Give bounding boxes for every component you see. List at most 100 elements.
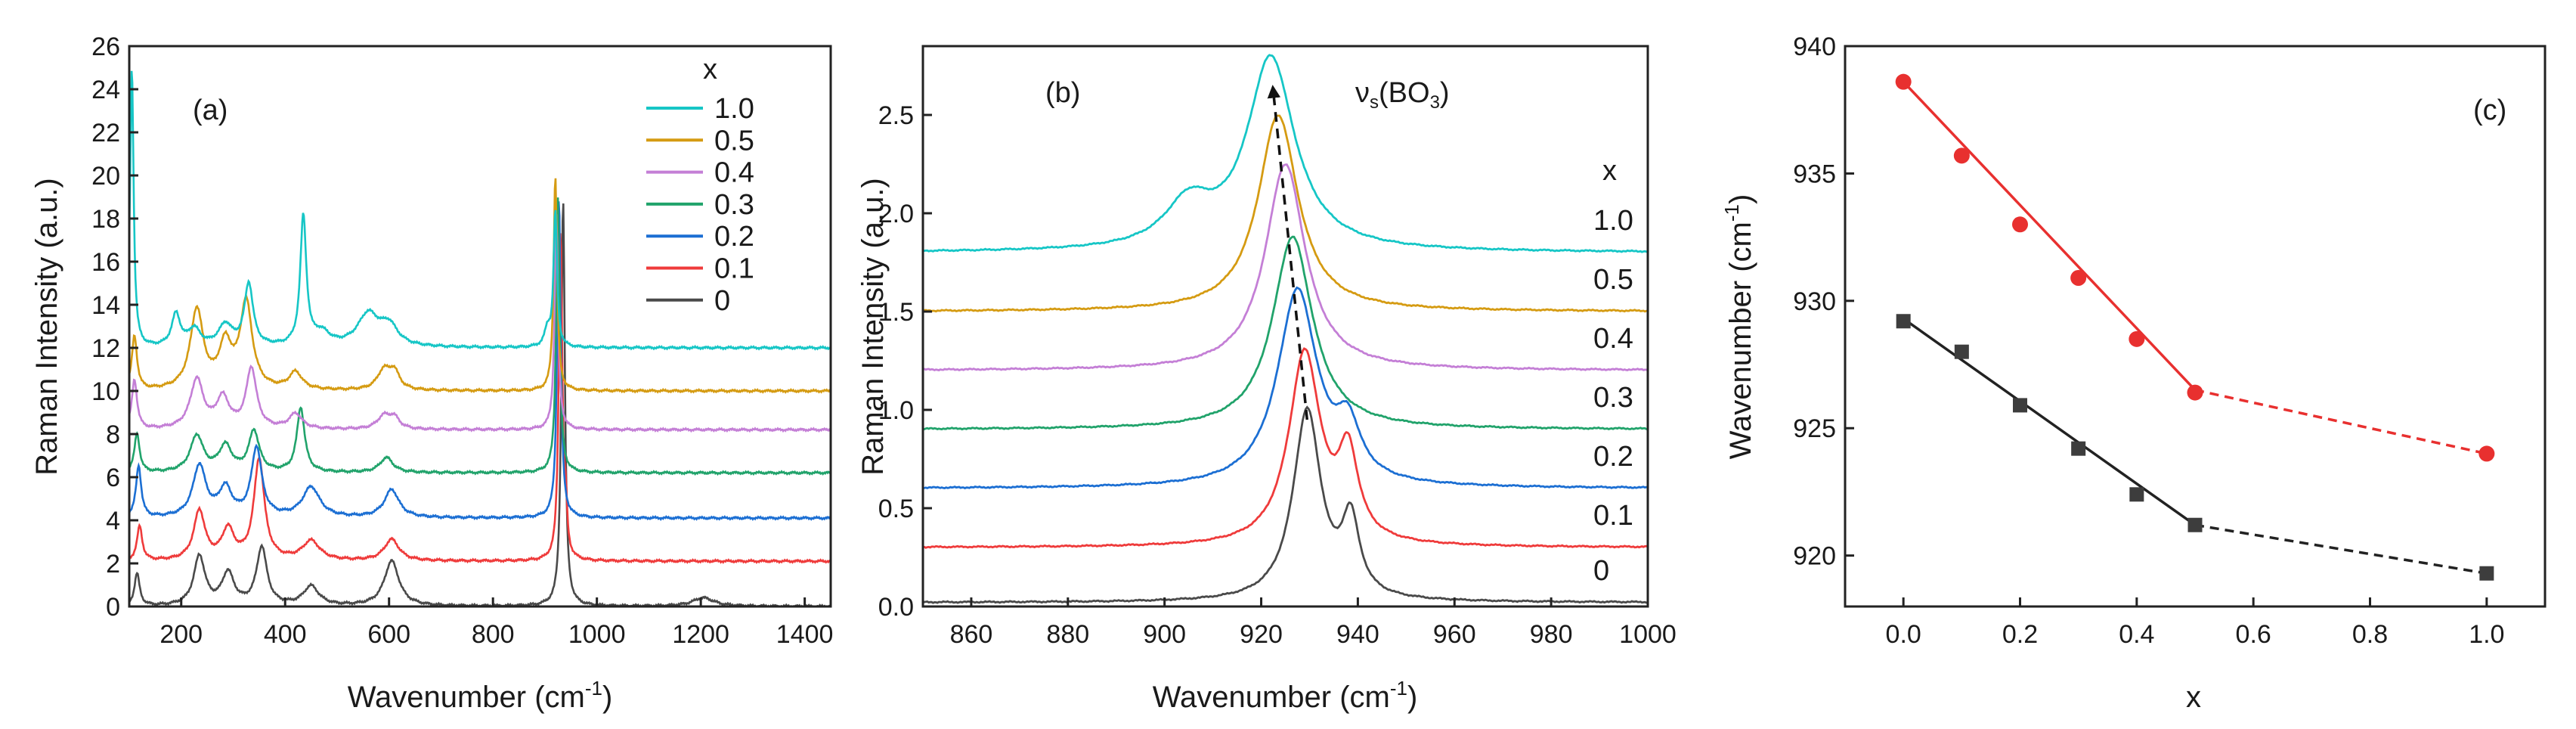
panel-a-x-tick-label: 800 xyxy=(472,620,515,649)
panel-b-peak-label: νs(BO3) xyxy=(1355,77,1450,113)
panel-a-x-tick-label: 1400 xyxy=(776,620,834,649)
panel-a-label: (a) xyxy=(193,95,228,126)
panel-b-x-tick-label: 1000 xyxy=(1619,620,1677,649)
panel-c-label: (c) xyxy=(2473,95,2506,126)
panel-c-x-tick-label: 0.6 xyxy=(2236,620,2271,649)
panel-c-x-tick-label: 0.0 xyxy=(1886,620,1921,649)
panel-b-trace-x-0.3 xyxy=(923,235,1648,431)
panel-b-x-tick-label: 900 xyxy=(1143,620,1186,649)
panel-b-frame xyxy=(921,45,1649,608)
panel-c-x-tick-label: 0.4 xyxy=(2119,620,2154,649)
panel-a-trace-x-0.3 xyxy=(129,197,831,476)
panel-c-y-tick-label: 935 xyxy=(1793,160,1836,188)
panel-a-trace-x-0.2 xyxy=(129,201,831,521)
panel-b-series-labels: 1.0 0.5 0.4 0.3 0.2 0.1 0 xyxy=(1593,205,1633,587)
panel-a-frame xyxy=(128,45,832,608)
panel-a-y-tick-label: 22 xyxy=(91,119,120,147)
panel-c-point xyxy=(2478,445,2495,462)
panel-c-x-tick-label: 0.8 xyxy=(2352,620,2388,649)
panel-c-y-axis: 920 925 930 935 940 xyxy=(1793,33,1854,571)
panel-a-y-tick-label: 2 xyxy=(106,550,120,579)
panel-c-plot xyxy=(1895,73,2495,581)
panel-a-x-label: Wavenumber (cm-1) xyxy=(348,677,613,714)
panel-a: 200 400 600 800 1000 1200 1400 024681012141618… xyxy=(30,33,833,714)
panel-c-point xyxy=(2187,517,2203,532)
panel-b-label: (b) xyxy=(1045,77,1080,109)
panel-b-trace-x-0.2 xyxy=(923,286,1648,490)
panel-a-x-tick-label: 1200 xyxy=(672,620,729,649)
panel-c-y-tick-label: 920 xyxy=(1793,542,1836,571)
panel-c-y-tick-label: 930 xyxy=(1793,287,1836,316)
panel-a-y-tick-label: 26 xyxy=(91,33,120,61)
panel-b-x-tick-label: 880 xyxy=(1046,620,1089,649)
panel-c-point xyxy=(2070,270,2087,287)
panel-a-y-tick-label: 8 xyxy=(106,420,120,449)
panel-a-trace-x-1.0 xyxy=(129,70,831,351)
panel-c-point xyxy=(2187,384,2203,401)
panel-b-series-label: 0.2 xyxy=(1593,441,1633,473)
panel-c-frame xyxy=(1844,45,2547,608)
panel-b-trace-x-0.4 xyxy=(923,163,1648,372)
panel-b-y-axis: 0.0 0.5 1.0 1.5 2.0 2.5 xyxy=(878,101,932,622)
panel-a-y-tick-label: 0 xyxy=(106,593,120,622)
panel-a-traces xyxy=(129,70,831,606)
panel-c-x-label: x xyxy=(2186,681,2201,714)
panel-c-point xyxy=(2013,398,2027,413)
panel-b-peak-shift-arrow xyxy=(1267,85,1309,420)
panel-b-trace-x-1.0 xyxy=(923,54,1648,253)
panel-b-x-tick-label: 860 xyxy=(950,620,993,649)
panel-a-legend: x 1.00.50.40.30.20.10 xyxy=(646,54,754,317)
panel-b-y-tick-label: 1.5 xyxy=(878,298,914,327)
panel-b-legend-title: x xyxy=(1602,155,1617,187)
panel-b-series-label: 0.5 xyxy=(1593,264,1633,296)
panel-b-y-tick-label: 0.0 xyxy=(878,593,914,622)
panel-c-point xyxy=(1954,344,1969,359)
panel-b-x-tick-label: 960 xyxy=(1433,620,1476,649)
panel-b-x-tick-label: 940 xyxy=(1336,620,1379,649)
panel-a-trace-x-0.1 xyxy=(129,233,831,564)
panel-c-point xyxy=(2071,441,2086,456)
panel-c-fit-line xyxy=(1902,80,2197,391)
panel-a-y-tick-label: 24 xyxy=(91,76,120,104)
panel-c-x-tick-label: 1.0 xyxy=(2469,620,2504,649)
panel-c-point xyxy=(1895,73,1912,90)
panel-b-series-label: 0.1 xyxy=(1593,500,1633,532)
panel-b-x-label: Wavenumber (cm-1) xyxy=(1153,677,1418,714)
panel-c-y-label: Wavenumber (cm-1) xyxy=(1720,194,1757,460)
panel-b-traces xyxy=(923,54,1648,604)
panel-a-y-tick-label: 14 xyxy=(91,291,120,320)
panel-a-y-tick-label: 10 xyxy=(91,377,120,406)
panel-a-y-tick-label: 18 xyxy=(91,205,120,234)
panel-b-series-label: 0.3 xyxy=(1593,382,1633,414)
panel-b-trace-x-0.5 xyxy=(923,114,1648,313)
panel-a-legend-label: 0.3 xyxy=(714,189,754,221)
panel-a-legend-label: 0.5 xyxy=(714,125,754,157)
panel-a-trace-x-0 xyxy=(129,203,831,606)
panel-a-y-label: Raman Intensity (a.u.) xyxy=(30,178,63,476)
panel-b-y-tick-label: 0.5 xyxy=(878,495,914,523)
panel-a-legend-label: 0.4 xyxy=(714,157,754,189)
panel-c: 0.0 0.2 0.4 0.6 0.8 1.0 920 925 930 935 940 (c) x… xyxy=(1720,33,2547,714)
panel-c-y-tick-label: 925 xyxy=(1793,414,1836,443)
panel-b-y-tick-label: 1.0 xyxy=(878,396,914,425)
panel-c-fit-line xyxy=(1903,317,2197,526)
panel-b-x-tick-label: 920 xyxy=(1240,620,1283,649)
panel-b: 860 880 900 920 940 960 980 1000 0.0 0.5 1.0 1.5 2.… xyxy=(856,45,1677,714)
panel-b-series-label: 0 xyxy=(1593,555,1609,587)
panel-c-dashed-line xyxy=(2194,388,2488,455)
panel-a-trace-x-0.4 xyxy=(129,214,831,433)
panel-a-y-tick-label: 20 xyxy=(91,162,120,191)
panel-b-trace-x-0.1 xyxy=(923,347,1648,549)
panel-a-x-tick-label: 600 xyxy=(367,620,410,649)
panel-a-legend-label: 0.2 xyxy=(714,221,754,253)
panel-a-x-axis: 200 400 600 800 1000 1200 1400 xyxy=(159,597,833,649)
panel-a-y-tick-label: 12 xyxy=(91,334,120,363)
panel-c-point xyxy=(1896,314,1911,329)
panel-a-legend-label: 1.0 xyxy=(714,93,754,125)
panel-c-y-tick-label: 940 xyxy=(1793,33,1836,61)
panel-a-y-tick-label: 6 xyxy=(106,464,120,492)
panel-b-series-label: 1.0 xyxy=(1593,205,1633,237)
panel-a-x-tick-label: 200 xyxy=(159,620,203,649)
panel-b-y-tick-label: 2.5 xyxy=(878,101,914,130)
